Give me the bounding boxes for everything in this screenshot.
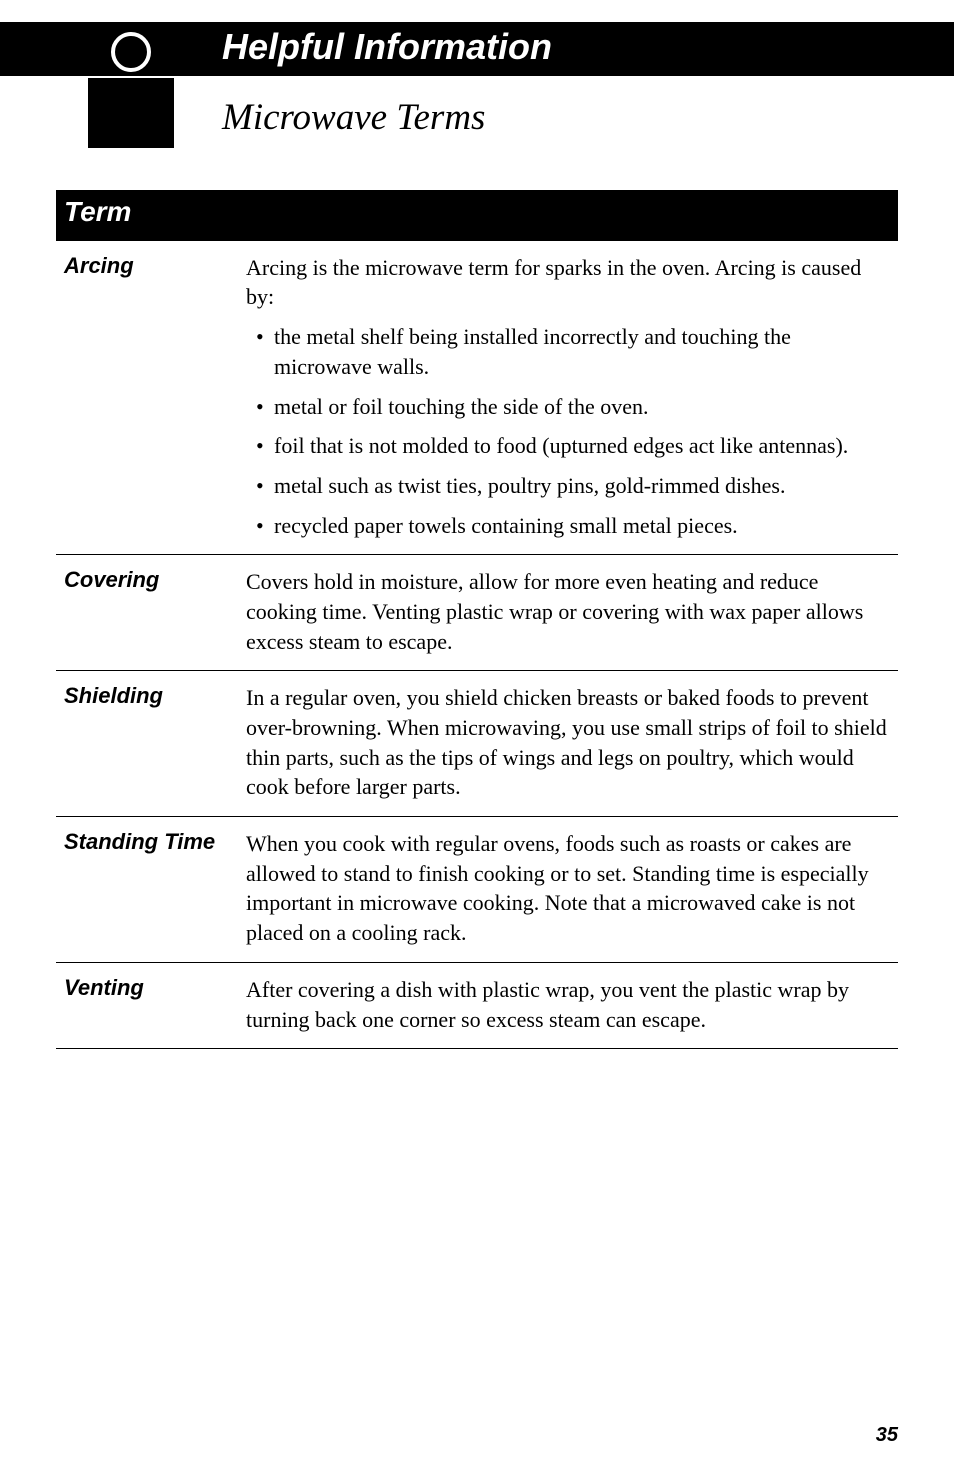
definition-cell: When you cook with regular ovens, foods …	[246, 817, 898, 962]
definition-cell: Arcing is the microwave term for sparks …	[246, 241, 898, 555]
column-header-term: Term	[56, 190, 246, 234]
term-cell: Venting	[56, 963, 246, 1013]
column-header-definition-label: Definition	[246, 199, 375, 230]
definition-paragraph: After covering a dish with plastic wrap,…	[246, 975, 894, 1034]
terms-table: Term Definition Arcing Arcing is the mic…	[56, 190, 898, 1049]
term-cell: Shielding	[56, 671, 246, 721]
table-row: Standing Time When you cook with regular…	[56, 817, 898, 963]
term-label: Covering	[64, 567, 159, 592]
definition-cell: After covering a dish with plastic wrap,…	[246, 963, 898, 1048]
table-row: Shielding In a regular oven, you shield …	[56, 671, 898, 817]
column-header-term-label: Term	[64, 196, 131, 227]
table-header-row: Term Definition	[56, 190, 898, 241]
term-label: Venting	[64, 975, 144, 1000]
term-label: Standing Time	[64, 829, 215, 854]
page-header: Helpful Information Microwave Terms	[0, 0, 954, 180]
definition-paragraph: Arcing is the microwave term for sparks …	[246, 253, 894, 312]
info-i-stem	[88, 78, 174, 148]
definition-paragraph: In a regular oven, you shield chicken br…	[246, 683, 894, 802]
section-subtitle: Microwave Terms	[222, 96, 485, 139]
term-cell: Covering	[56, 555, 246, 605]
column-header-definition: Definition	[246, 190, 898, 240]
definition-bullet: metal such as twist ties, poultry pins, …	[246, 471, 894, 501]
term-label: Shielding	[64, 683, 163, 708]
table-row: Covering Covers hold in moisture, allow …	[56, 555, 898, 671]
term-cell: Standing Time	[56, 817, 246, 867]
definition-bullet: foil that is not molded to food (upturne…	[246, 431, 894, 461]
definition-paragraph: When you cook with regular ovens, foods …	[246, 829, 894, 948]
definition-cell: Covers hold in moisture, allow for more …	[246, 555, 898, 670]
definition-paragraph: Covers hold in moisture, allow for more …	[246, 567, 894, 656]
table-row: Arcing Arcing is the microwave term for …	[56, 241, 898, 556]
definition-bullet: metal or foil touching the side of the o…	[246, 392, 894, 422]
term-label: Arcing	[64, 253, 134, 278]
page-number: 35	[876, 1424, 898, 1447]
section-title: Helpful Information	[222, 26, 552, 68]
term-cell: Arcing	[56, 241, 246, 291]
info-i-dot	[111, 32, 151, 72]
definition-cell: In a regular oven, you shield chicken br…	[246, 671, 898, 816]
definition-bullet: the metal shelf being installed incorrec…	[246, 322, 894, 381]
info-i-icon	[88, 32, 174, 150]
table-row: Venting After covering a dish with plast…	[56, 963, 898, 1049]
definition-bullet: recycled paper towels containing small m…	[246, 511, 894, 541]
